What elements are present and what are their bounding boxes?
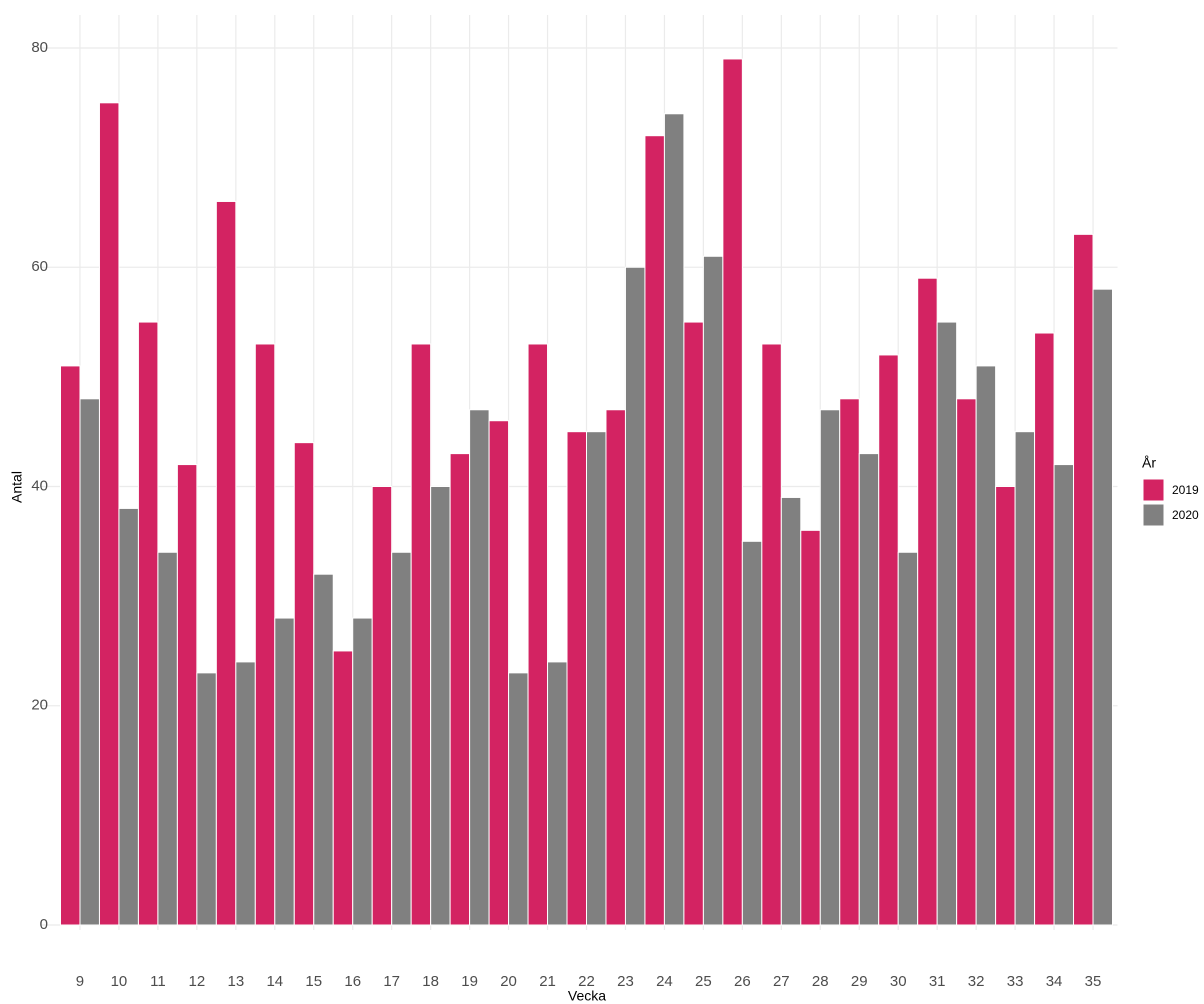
- y-tick-label: 0: [40, 916, 48, 933]
- bar: [663, 113, 685, 926]
- bar: [761, 343, 782, 926]
- bar: [1014, 431, 1036, 926]
- x-tick-label: 15: [305, 973, 322, 990]
- bar: [566, 431, 587, 926]
- x-tick-label: 29: [851, 973, 868, 990]
- bar: [624, 266, 646, 926]
- x-tick-label: 18: [422, 973, 439, 990]
- bar: [508, 672, 529, 926]
- y-tick-label: 40: [31, 477, 48, 494]
- bar: [371, 486, 393, 926]
- bar: [449, 453, 471, 926]
- bar: [332, 650, 354, 926]
- x-tick-label: 32: [968, 973, 985, 990]
- y-tick-label: 20: [31, 697, 48, 714]
- bar: [1092, 288, 1114, 926]
- bar: [800, 529, 821, 926]
- bar: [1053, 464, 1075, 926]
- bar: [137, 321, 159, 926]
- legend-swatch: [1142, 478, 1165, 502]
- bar: [936, 321, 958, 926]
- x-tick-label: 31: [929, 973, 946, 990]
- bar: [410, 343, 432, 926]
- bar: [956, 398, 977, 926]
- bar: [780, 496, 802, 926]
- x-tick-label: 30: [890, 973, 907, 990]
- bar: [488, 420, 510, 926]
- bar: [274, 617, 295, 926]
- bar: [878, 354, 899, 926]
- bar: [254, 343, 276, 926]
- bar: [176, 464, 198, 926]
- bar: [118, 507, 139, 926]
- x-tick-label: 10: [111, 973, 128, 990]
- x-tick-label: 35: [1085, 973, 1102, 990]
- bar: [917, 277, 938, 926]
- bar: [547, 661, 568, 926]
- bar: [79, 398, 100, 926]
- bar: [1073, 233, 1094, 926]
- x-tick-label: 14: [266, 973, 283, 990]
- bar: [819, 409, 841, 926]
- y-tick-label: 80: [31, 39, 48, 56]
- x-tick-label: 27: [773, 973, 790, 990]
- bar: [586, 431, 607, 926]
- x-tick-label: 23: [617, 973, 634, 990]
- x-tick-label: 22: [578, 973, 595, 990]
- bar: [391, 551, 412, 926]
- bar: [352, 617, 373, 926]
- x-tick-label: 9: [76, 973, 84, 990]
- y-axis-title: Antal: [9, 471, 25, 503]
- legend-label: 2020: [1172, 508, 1199, 522]
- bar: [430, 486, 451, 926]
- bar: [469, 409, 490, 926]
- x-tick-label: 25: [695, 973, 712, 990]
- bar: [702, 255, 724, 926]
- bar: [293, 442, 315, 926]
- x-tick-label: 24: [656, 973, 673, 990]
- x-tick-label: 21: [539, 973, 556, 990]
- bar: [60, 365, 81, 926]
- bar: [605, 409, 626, 926]
- bar: [683, 321, 704, 926]
- bar: [98, 102, 120, 926]
- bar: [1034, 332, 1055, 926]
- x-tick-label: 13: [227, 973, 244, 990]
- x-tick-label: 16: [344, 973, 361, 990]
- x-tick-label: 17: [383, 973, 400, 990]
- bar: [215, 200, 237, 926]
- bar: [644, 135, 665, 926]
- bar: [527, 343, 549, 926]
- legend-title: År: [1142, 455, 1156, 471]
- legend-label: 2019: [1172, 483, 1199, 497]
- x-tick-label: 12: [189, 973, 206, 990]
- y-tick-label: 60: [31, 258, 48, 275]
- x-tick-label: 26: [734, 973, 751, 990]
- bar: [975, 365, 997, 926]
- bar: [235, 661, 256, 926]
- bar: [157, 551, 178, 926]
- x-tick-label: 19: [461, 973, 478, 990]
- x-tick-label: 34: [1046, 973, 1063, 990]
- x-tick-label: 20: [500, 973, 517, 990]
- bar: [839, 398, 860, 926]
- x-tick-label: 33: [1007, 973, 1024, 990]
- bar: [995, 486, 1016, 926]
- bar: [722, 58, 743, 926]
- x-tick-label: 11: [150, 973, 166, 990]
- bar: [897, 551, 919, 926]
- legend-swatch: [1142, 503, 1165, 527]
- bar: [741, 540, 763, 926]
- bar: [858, 453, 880, 926]
- x-tick-label: 28: [812, 973, 829, 990]
- x-axis-title: Vecka: [568, 988, 606, 1004]
- bar: [196, 672, 217, 926]
- bar: [313, 573, 334, 926]
